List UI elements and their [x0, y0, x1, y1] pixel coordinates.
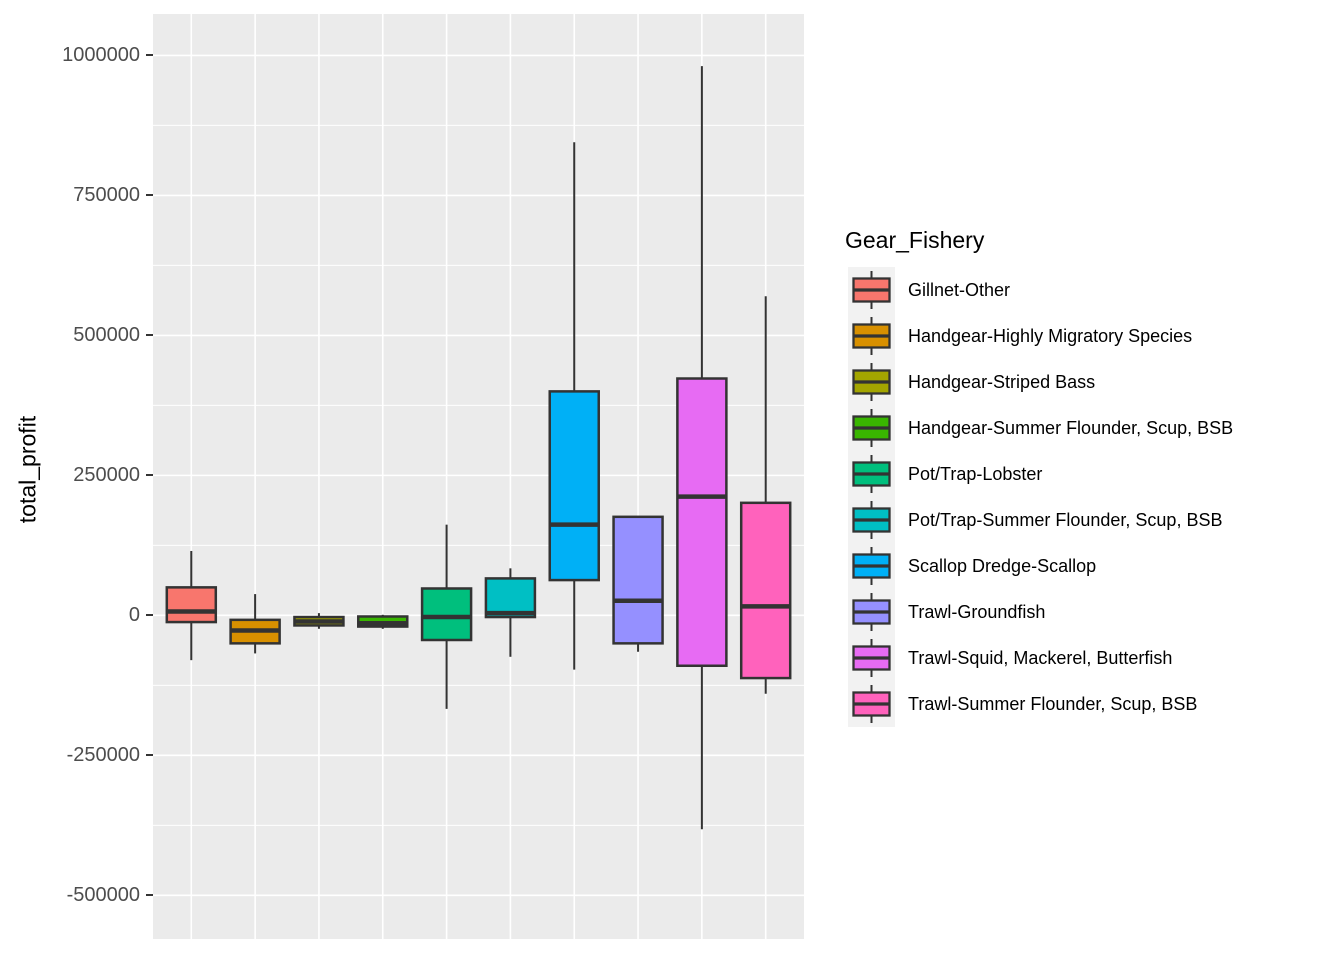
legend-item: Pot/Trap-Summer Flounder, Scup, BSB [848, 497, 1233, 543]
legend-item-label: Pot/Trap-Lobster [908, 463, 1043, 484]
legend-item-label: Trawl-Groundfish [908, 601, 1046, 622]
legend-key [848, 405, 895, 451]
legend-key [848, 589, 895, 635]
boxplot-key-icon [852, 547, 891, 585]
legend-item: Handgear-Striped Bass [848, 359, 1233, 405]
y-tick-mark [146, 754, 153, 757]
legend-item: Trawl-Squid, Mackerel, Butterfish [848, 635, 1233, 681]
legend-item-label: Handgear-Summer Flounder, Scup, BSB [908, 417, 1234, 438]
legend-key [848, 267, 895, 313]
y-tick-mark [146, 474, 153, 477]
boxplot-key-icon [852, 455, 891, 493]
legend-item-label: Handgear-Striped Bass [908, 371, 1096, 392]
boxplot-key-icon [852, 639, 891, 677]
boxplot-key-icon [852, 685, 891, 723]
box [484, 577, 537, 619]
legend-title: Gear_Fishery [845, 227, 985, 253]
legend-item-label: Trawl-Squid, Mackerel, Butterfish [908, 647, 1173, 668]
boxplot-key-icon [852, 501, 891, 539]
box [548, 390, 600, 582]
legend-key [848, 451, 895, 497]
box [739, 501, 792, 680]
legend-item: Handgear-Highly Migratory Species [848, 313, 1233, 359]
boxplot-key-icon [852, 363, 891, 401]
legend-key [848, 635, 895, 681]
box [420, 587, 473, 642]
boxplot-key-icon [852, 409, 891, 447]
y-tick-label: -500000 [66, 884, 140, 907]
y-tick-mark [146, 334, 153, 337]
boxplot-key-icon [852, 317, 891, 355]
legend-key [848, 543, 895, 589]
legend-item: Gillnet-Other [848, 267, 1233, 313]
boxplot-key-icon [852, 593, 891, 631]
y-tick-label: 500000 [73, 324, 140, 347]
legend-item-label: Scallop Dredge-Scallop [908, 555, 1097, 576]
y-tick-label: 0 [128, 604, 140, 627]
y-tick-mark [146, 54, 153, 57]
legend-item-label: Pot/Trap-Summer Flounder, Scup, BSB [908, 509, 1223, 530]
legend-item: Handgear-Summer Flounder, Scup, BSB [848, 405, 1233, 451]
legend-key [848, 497, 895, 543]
box [165, 586, 218, 624]
legend-item-label: Trawl-Summer Flounder, Scup, BSB [908, 693, 1198, 714]
legend-item-label: Gillnet-Other [908, 279, 1011, 300]
y-tick-label: 1000000 [62, 44, 140, 67]
legend-item: Trawl-Groundfish [848, 589, 1233, 635]
box [612, 515, 664, 645]
plot-area [153, 14, 804, 939]
y-tick-label: 250000 [73, 464, 140, 487]
legend-key [848, 681, 895, 727]
y-tick-label: 750000 [73, 184, 140, 207]
boxplot-key-icon [852, 271, 891, 309]
legend-key [848, 313, 895, 359]
box [676, 377, 728, 668]
plot-panel [153, 14, 804, 939]
legend-item: Pot/Trap-Lobster [848, 451, 1233, 497]
y-tick-label: -250000 [66, 744, 140, 767]
y-tick-mark [146, 614, 153, 617]
legend-item-label: Handgear-Highly Migratory Species [908, 325, 1193, 346]
legend-item: Scallop Dredge-Scallop [848, 543, 1233, 589]
y-tick-mark [146, 194, 153, 197]
y-tick-mark [146, 894, 153, 897]
legend-key [848, 359, 895, 405]
legend-item: Trawl-Summer Flounder, Scup, BSB [848, 681, 1233, 727]
legend: Gillnet-Other Handgear-Highly Migratory S… [848, 267, 1233, 727]
